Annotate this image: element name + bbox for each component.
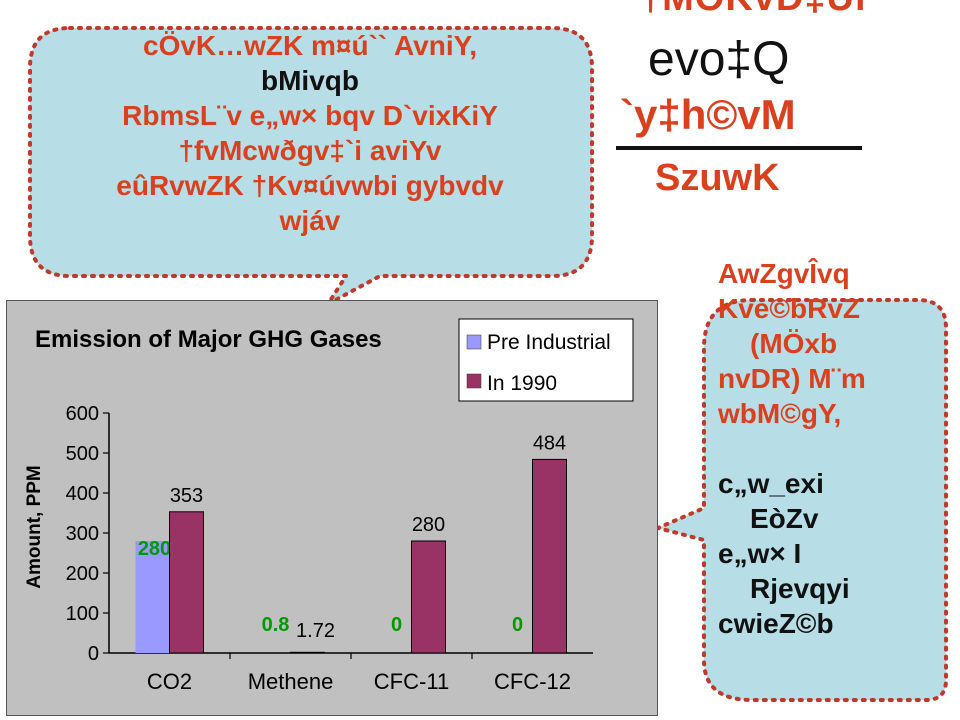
callout-right-line: nvDR) M¨m: [718, 363, 866, 394]
callout-right-line: (MÖxb: [750, 328, 838, 359]
callout-right-line: cwieZ©b: [718, 608, 834, 639]
legend-label-in-1990: In 1990: [487, 372, 557, 395]
y-tick-label: 200: [66, 563, 99, 585]
data-label-in-1990: 484: [533, 432, 566, 454]
chart-title: Emission of Major GHG Gases: [35, 326, 382, 353]
data-label-pre-industrial: 280: [138, 538, 171, 560]
callout-left-line: RbmsL¨v e„w× bqv D`vixKiY: [122, 100, 498, 131]
callout-left-line: wjáv: [279, 205, 341, 236]
x-tick-label: Methene: [248, 669, 334, 694]
bar-chart: Emission of Major GHG Gases Amount, PPM …: [24, 318, 634, 694]
data-label-in-1990: 280: [412, 514, 445, 536]
slide-title-line-1: †MÖKvD‡Ui: [640, 0, 867, 18]
x-tick-label: CO2: [147, 669, 192, 694]
callout-right-line: Kve©bRvZ: [718, 293, 860, 324]
legend-swatch-pre-industrial: [466, 334, 482, 350]
legend-box: [458, 318, 634, 402]
callout-right-line: wbM©gY,: [718, 398, 842, 429]
slide-title-line-4: SzuwK: [655, 157, 780, 199]
y-tick-label: 100: [66, 603, 99, 625]
callout-left-line: †fvMcwðgv‡`i aviYv: [178, 135, 442, 166]
callout-right-line: e„w× I: [718, 538, 802, 569]
y-axis-label: Amount, PPM: [24, 465, 45, 589]
callout-right-line: c„w_exi: [718, 468, 824, 499]
slide-title-line-3: `y‡h©vM: [620, 91, 796, 138]
data-label-in-1990: 1.72: [296, 620, 335, 642]
callout-left-line: bMivqb: [261, 65, 359, 96]
bar-pre-industrial: [135, 541, 170, 653]
y-tick-label: 600: [66, 403, 99, 425]
bar-in-1990: [169, 511, 204, 654]
chart-legend: Pre Industrial In 1990: [458, 318, 634, 402]
legend-swatch-in-1990: [466, 373, 482, 389]
data-label-pre-industrial: 0.8: [262, 614, 290, 636]
y-tick-label: 400: [66, 483, 99, 505]
callout-right-line: EòZv: [750, 503, 819, 534]
callout-right-line: [718, 431, 950, 466]
data-label-pre-industrial: 0: [391, 614, 402, 636]
y-tick-label: 300: [66, 523, 99, 545]
bar-in-1990: [532, 458, 567, 654]
data-label-pre-industrial: 0: [512, 614, 523, 636]
bar-in-1990: [290, 651, 325, 654]
slide-title-line-2: evo‡Q: [648, 33, 790, 86]
x-tick-label: CFC-11: [374, 669, 449, 694]
bar-in-1990: [411, 540, 446, 654]
y-tick-label: 500: [66, 443, 99, 465]
title-underline: [616, 146, 862, 150]
x-tick-label: CFC-12: [494, 669, 571, 694]
callout-right-line: AwZgvÎvq: [718, 258, 850, 289]
chart-panel: Emission of Major GHG Gases Amount, PPM …: [6, 300, 658, 716]
callout-left-line: eûRvwZK †Kv¤úvwbi gybvdv: [116, 170, 504, 201]
callout-right-text: AwZgvÎvq Kve©bRvZ (MÖxb nvDR) M¨m wbM©gY…: [718, 256, 950, 641]
callout-left-text: cÖvK…wZK m¤ú`` AvniY, bMivqb RbmsL¨v e„w…: [30, 28, 590, 238]
data-label-in-1990: 353: [170, 485, 203, 507]
y-tick-label: 0: [88, 643, 99, 665]
legend-label-pre-industrial: Pre Industrial: [487, 331, 611, 354]
callout-left-line: cÖvK…wZK m¤ú`` AvniY,: [143, 30, 477, 61]
callout-right-line: Rjevqyi: [750, 573, 850, 604]
